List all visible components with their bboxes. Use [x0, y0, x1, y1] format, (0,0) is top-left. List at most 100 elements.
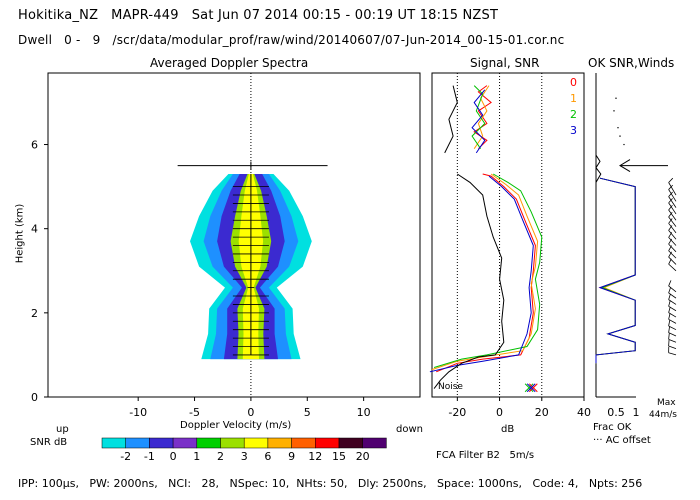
colorbar-swatch [220, 437, 245, 449]
spectra-frame [47, 72, 421, 398]
wind-barb-flag [668, 320, 671, 327]
frac-ok-tick-label: 0.5 [607, 406, 625, 419]
x-label-down: down [396, 424, 423, 435]
colorbar-tick-label: 2 [217, 450, 224, 463]
snr-x-tick-label: 40 [577, 406, 591, 419]
wind-barb [668, 237, 677, 246]
snr-legend-1: 1 [570, 92, 577, 105]
x-tick-label: 10 [357, 406, 371, 419]
snr-x-tick-label: 0 [496, 406, 503, 419]
colorbar-swatch [243, 437, 269, 449]
snr-series-0 [436, 173, 536, 373]
snr-xlabel: dB [501, 424, 515, 435]
snr-x-tick-label: -20 [448, 406, 466, 419]
x-tick-label: 0 [247, 406, 254, 419]
wind-barb [668, 312, 677, 318]
x-axis-label: Doppler Velocity (m/s) [180, 420, 292, 431]
snr-series-upper-3 [471, 89, 486, 154]
wind-barb-flag [668, 177, 674, 183]
colorbar-swatch [149, 437, 174, 449]
ac-offset-text: AC offset [605, 435, 651, 446]
snr-series-2 [433, 173, 543, 368]
wind-barb-flag [668, 205, 673, 211]
wind-barb-flag [668, 287, 672, 294]
wind-barb [668, 256, 677, 265]
wind-barb-flag [668, 225, 673, 231]
wind-barb-flag [668, 198, 673, 204]
snr-legend-2: 2 [570, 108, 577, 121]
wind-barb [668, 318, 677, 324]
colorbar-swatch [101, 437, 126, 449]
colorbar-tick-label: 6 [264, 450, 271, 463]
winds-title: OK SNR,Winds [588, 56, 675, 70]
file-path-line: Dwell 0 - 9 /scr/data/modular_prof/raw/w… [18, 33, 565, 47]
wind-barb [668, 216, 677, 227]
snr-frame [431, 72, 585, 398]
clutter-marker [524, 383, 534, 393]
wind-barb [668, 345, 677, 349]
snr-series-upper-noise [444, 85, 458, 154]
frac-ok-dot [617, 127, 619, 129]
colorbar-tick-label: -1 [144, 450, 155, 463]
wind-barb [668, 299, 677, 305]
colorbar-tick-label: 9 [288, 450, 295, 463]
y-tick-label: 2 [31, 307, 38, 320]
x-tick-label: -5 [189, 406, 200, 419]
wind-barb-flag [668, 313, 671, 320]
wind-barb-flag [668, 293, 671, 300]
snr-series-1 [431, 173, 539, 371]
wind-barb [668, 263, 677, 272]
snr-colorbar: -2 -1 0 1 2 3 6 9 12 15 20 [101, 437, 387, 463]
wind-barb-flag [668, 326, 670, 333]
clutter-marker [526, 383, 536, 393]
ac-offset-dots: ··· [593, 435, 603, 446]
colorbar-label: SNR dB [30, 437, 68, 448]
spectra-title: Averaged Doppler Spectra [150, 56, 309, 70]
x-tick-label: 5 [304, 406, 311, 419]
y-tick-label: 4 [31, 223, 38, 236]
wind-barb [668, 332, 677, 337]
wind-barb-flag [668, 211, 673, 218]
radar-parameters: IPP: 100μs, PW: 2000ns, NCI: 28, NSpec: … [18, 477, 643, 490]
wind-barb [668, 305, 677, 312]
wind-barb-flag [668, 218, 673, 224]
frac-ok-series-noise [595, 154, 602, 183]
frac-ok-series-2 [595, 177, 636, 364]
colorbar-tick-label: 0 [170, 450, 177, 463]
x-tick-label: -10 [129, 406, 147, 419]
winds-panel: 0.5 1 [595, 73, 677, 419]
colorbar-tick-label: 15 [332, 450, 346, 463]
wind-barb [668, 285, 677, 293]
y-tick-label: 6 [31, 139, 38, 152]
frac-ok-label: Frac OK [593, 422, 632, 433]
colorbar-tick-label: 1 [193, 450, 200, 463]
ac-offset-label: ··· AC offset [593, 435, 651, 446]
wind-barb [668, 202, 677, 215]
colorbar-tick-label: 3 [241, 450, 248, 463]
snr-x-tick-label: 20 [535, 406, 549, 419]
frac-ok-tick-label: 1 [633, 406, 640, 419]
wind-barb [668, 230, 677, 240]
wind-barb [668, 292, 677, 299]
wind-barb [668, 243, 677, 253]
colorbar-swatch [196, 437, 221, 449]
frac-ok-dot [619, 135, 621, 137]
colorbar-swatch [291, 437, 316, 449]
snr-panel: -20 0 20 40 0 1 2 3 [429, 72, 591, 419]
snr-title: Signal, SNR [470, 56, 540, 70]
frac-ok-series-3 [595, 177, 636, 364]
filter-label: FCA Filter B2 5m/s [436, 450, 535, 461]
wind-barb [668, 189, 677, 202]
wind-barb [668, 338, 677, 343]
wind-barb [668, 250, 677, 259]
snr-legend-0: 0 [570, 76, 577, 89]
colorbar-swatch [362, 437, 387, 449]
wind-barb [668, 352, 677, 356]
colorbar-tick-label: 12 [308, 450, 322, 463]
colorbar-tick-label: 20 [356, 450, 370, 463]
colorbar-swatch [172, 437, 198, 449]
wind-barb [668, 223, 677, 234]
max-wind-label: Max [657, 398, 676, 408]
frac-ok-series-1 [595, 177, 636, 364]
frac-ok-dot [615, 97, 617, 99]
